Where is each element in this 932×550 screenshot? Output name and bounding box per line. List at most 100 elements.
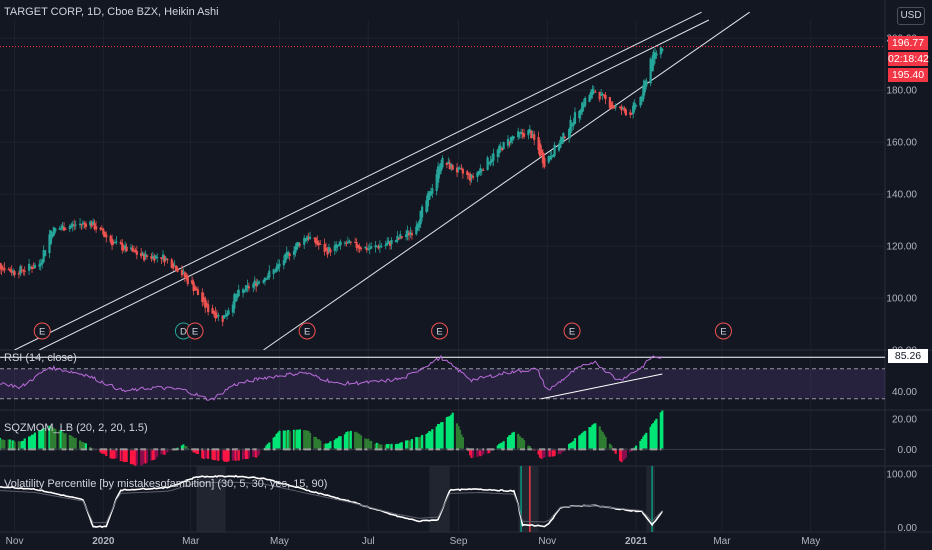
sqz-bar — [345, 432, 348, 450]
squeeze-dot — [64, 448, 67, 451]
squeeze-dot — [313, 448, 316, 451]
candle-body — [496, 149, 499, 158]
sqz-bar — [579, 434, 582, 450]
sqz-bar — [244, 449, 248, 460]
squeeze-dot — [156, 448, 159, 451]
candle-body — [9, 269, 12, 272]
sqz-bar — [223, 449, 226, 462]
x-tick-label: Mar — [182, 536, 200, 547]
candle-body — [48, 234, 51, 254]
sqz-bar — [7, 439, 10, 450]
sqz-bar — [140, 449, 143, 466]
candle-body — [537, 137, 540, 150]
sqz-bar — [394, 444, 398, 450]
candle-body — [409, 232, 412, 235]
sqz-bar — [38, 431, 41, 450]
earnings-marker[interactable] — [33, 322, 51, 340]
candle-body — [122, 246, 125, 250]
candle-body — [192, 281, 195, 291]
squeeze-dot — [39, 448, 42, 451]
squeeze-dot — [205, 448, 208, 451]
candle-body — [349, 241, 352, 243]
sqz-bar — [20, 441, 23, 450]
squeeze-dot — [173, 448, 176, 451]
candle-body — [292, 250, 296, 255]
sqz-bar — [469, 449, 472, 456]
sqz-bar — [419, 436, 422, 450]
sqz-bar — [618, 449, 622, 461]
sqz-bar — [541, 449, 545, 459]
sqz-bar — [653, 420, 657, 450]
sqz-bar — [425, 434, 428, 450]
squeeze-dot — [571, 448, 573, 451]
sqz-bar — [509, 434, 513, 450]
candle-body — [368, 248, 371, 250]
squeeze-dot — [642, 448, 645, 451]
sqz-bar — [581, 433, 584, 450]
sqz-bar — [253, 449, 256, 457]
squeeze-dot — [191, 448, 194, 451]
squeeze-dot — [579, 448, 582, 451]
squeeze-dot — [400, 448, 403, 451]
candle-body — [313, 237, 316, 239]
sqz-bar — [0, 439, 3, 450]
earnings-marker[interactable] — [298, 322, 316, 340]
candle-body — [426, 193, 430, 207]
candle-body — [22, 270, 25, 272]
sqz-bar — [42, 427, 45, 450]
candle-body — [630, 113, 633, 115]
earnings-marker[interactable] — [714, 322, 732, 340]
sqz-bar — [319, 440, 322, 450]
sqz-bar — [439, 422, 443, 450]
candle-body — [540, 149, 543, 156]
squeeze-dot — [211, 448, 214, 451]
candle-body — [521, 132, 524, 135]
sqz-bar — [214, 449, 217, 461]
candle-body — [257, 281, 261, 284]
candle-body — [227, 310, 230, 315]
squeeze-dot — [170, 448, 173, 451]
squeeze-dot — [92, 448, 95, 451]
candle-body — [23, 270, 26, 272]
squeeze-dot — [207, 448, 210, 451]
candle-body — [160, 257, 163, 260]
sqz-bar — [33, 432, 37, 450]
candle-body — [640, 96, 644, 102]
candle-body — [489, 160, 492, 164]
squeeze-dot — [245, 448, 247, 451]
candle-body — [572, 122, 575, 126]
sqz-bar — [266, 443, 269, 450]
rsi-current-tag: 85.26 — [888, 349, 928, 363]
candle-body — [278, 263, 281, 267]
squeeze-dot — [275, 448, 278, 451]
candle-body — [336, 245, 339, 247]
sqz-bar — [651, 424, 654, 450]
candle-body — [84, 223, 87, 228]
sqz-bar — [183, 446, 186, 450]
squeeze-dot — [645, 448, 648, 451]
squeeze-dot — [574, 448, 576, 451]
currency-badge[interactable]: USD — [897, 7, 925, 25]
squeeze-dot — [63, 448, 65, 451]
sqz-bar — [623, 449, 626, 460]
earnings-marker[interactable] — [186, 322, 204, 340]
sqz-bar — [416, 437, 419, 450]
candle-body — [397, 238, 400, 240]
squeeze-dot — [608, 448, 611, 451]
sqz-bar — [407, 441, 411, 450]
sqz-bar — [634, 445, 638, 450]
sqz-bar — [329, 441, 332, 450]
candle-body — [131, 248, 134, 252]
sqz-bar — [501, 442, 504, 450]
candle-body — [141, 253, 144, 255]
squeeze-dot — [131, 448, 134, 451]
candle-body — [578, 110, 581, 119]
candle-body — [441, 158, 444, 168]
earnings-marker[interactable] — [563, 322, 581, 340]
candle-body — [455, 167, 459, 173]
earnings-marker[interactable] — [431, 322, 449, 340]
squeeze-dot — [358, 448, 361, 451]
sqz-bar — [39, 430, 42, 450]
